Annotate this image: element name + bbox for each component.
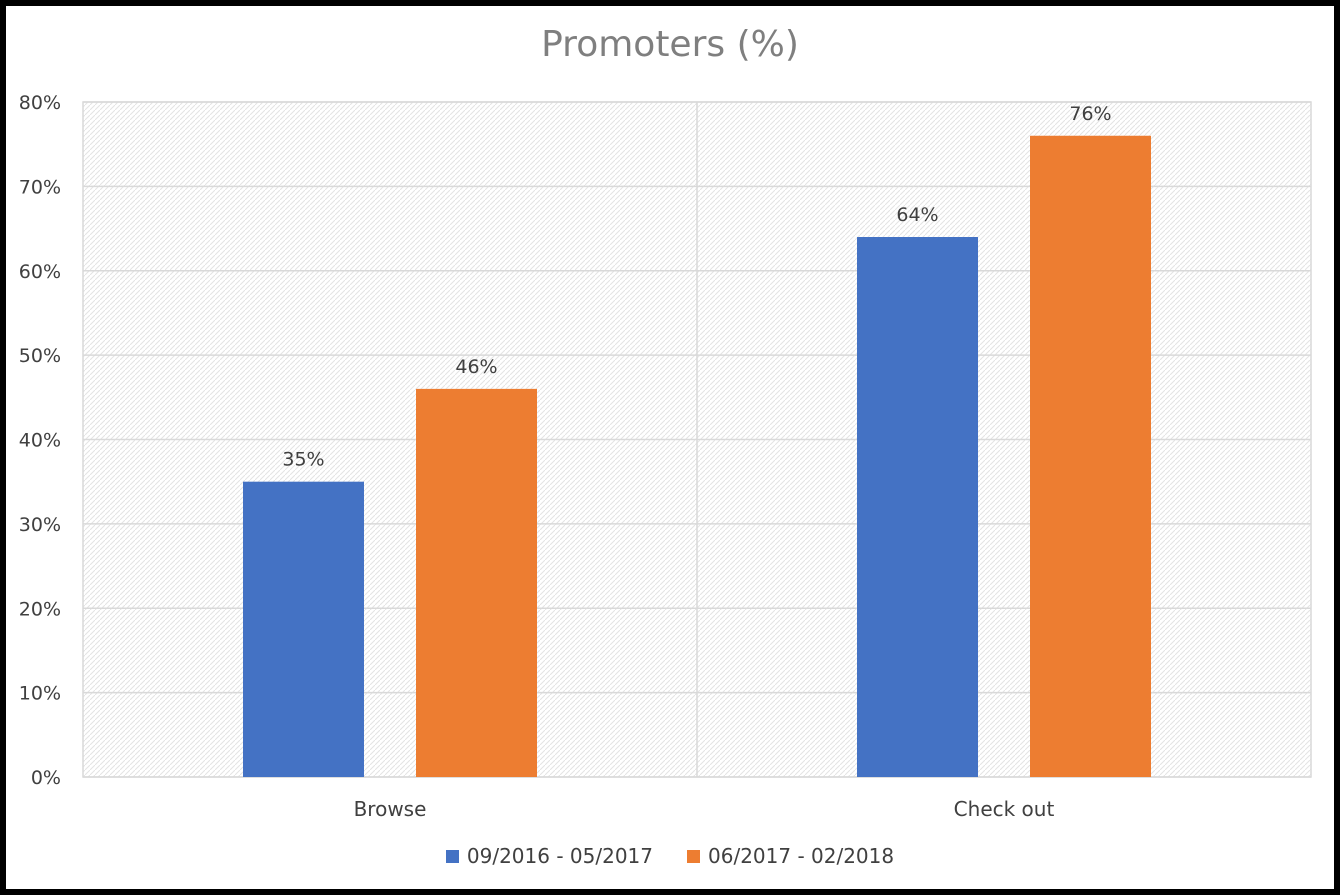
- bar-2-browse: [416, 388, 537, 777]
- bar-1-browse: [243, 481, 364, 777]
- legend-swatch-series-2: [687, 849, 700, 863]
- legend-swatch-series-1: [445, 849, 459, 863]
- data-label: 46%: [455, 356, 497, 378]
- x-category-label: Check out: [954, 797, 1055, 821]
- bar-1-check-out: [857, 237, 978, 777]
- y-tick-label: 30%: [19, 514, 61, 536]
- y-tick-label: 20%: [19, 598, 61, 620]
- legend: 09/2016 - 05/2017 06/2017 - 02/2018: [0, 844, 1340, 868]
- legend-label-series-2: 06/2017 - 02/2018: [708, 844, 895, 868]
- legend-item-series-1: 09/2016 - 05/2017: [445, 844, 653, 868]
- y-tick-label: 60%: [19, 261, 61, 283]
- legend-label-series-1: 09/2016 - 05/2017: [466, 844, 653, 868]
- data-label: 35%: [282, 449, 324, 471]
- x-category-label: Browse: [354, 797, 427, 821]
- y-tick-label: 50%: [19, 345, 61, 367]
- data-label: 76%: [1069, 103, 1111, 125]
- bar-2-check-out: [1030, 135, 1151, 777]
- y-tick-label: 80%: [19, 92, 61, 114]
- legend-item-series-2: 06/2017 - 02/2018: [687, 844, 894, 868]
- y-tick-label: 40%: [19, 430, 61, 452]
- y-tick-label: 0%: [31, 767, 61, 789]
- y-tick-label: 70%: [19, 176, 61, 198]
- data-label: 64%: [896, 204, 938, 226]
- chart-title: Promoters (%): [541, 24, 799, 65]
- y-tick-label: 10%: [19, 683, 61, 705]
